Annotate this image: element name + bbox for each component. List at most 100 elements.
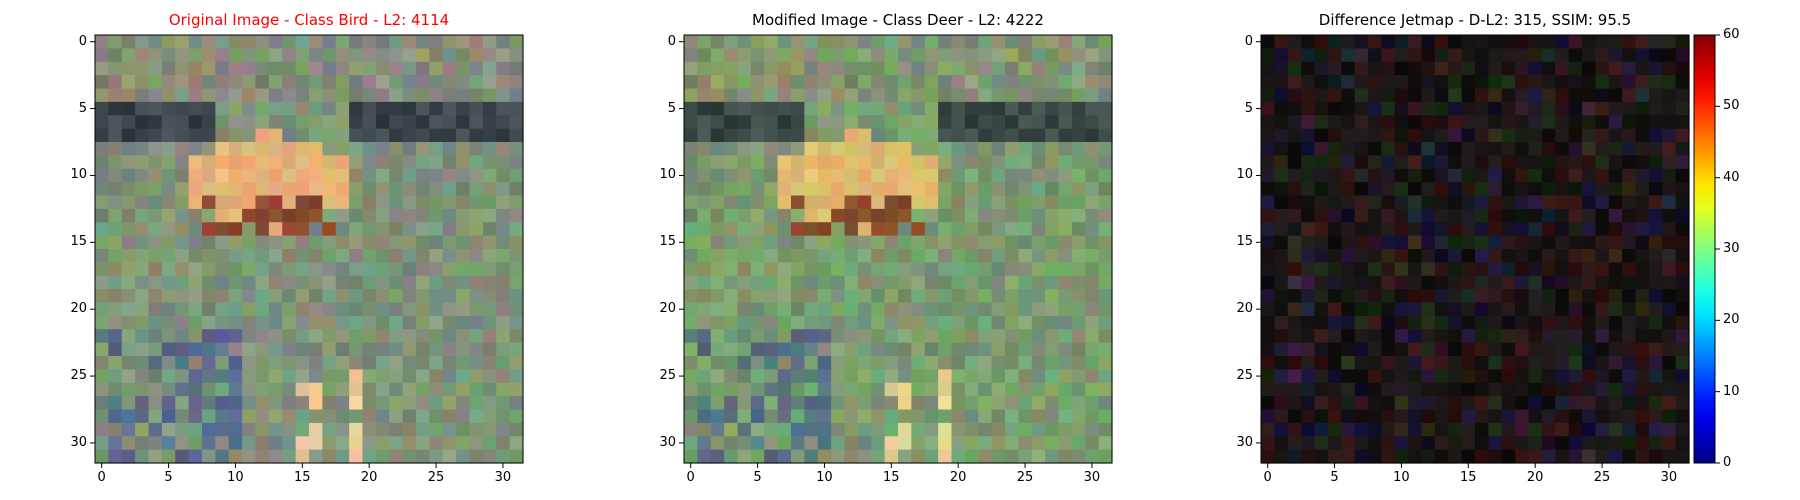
image-pixel	[750, 115, 765, 130]
image-pixel	[509, 409, 524, 424]
image-pixel	[95, 449, 109, 464]
image-pixel	[135, 101, 150, 116]
image-pixel	[175, 356, 190, 370]
image-pixel	[750, 315, 765, 330]
image-pixel	[389, 195, 404, 210]
image-pixel	[1622, 275, 1637, 290]
image-pixel	[884, 329, 899, 344]
image-pixel	[242, 275, 257, 290]
image-pixel	[1058, 208, 1073, 223]
image-pixel	[402, 436, 417, 451]
image-pixel	[469, 61, 484, 76]
image-pixel	[375, 436, 390, 451]
image-pixel	[1528, 329, 1543, 344]
image-pixel	[255, 382, 270, 397]
image-pixel	[456, 422, 471, 437]
image-pixel	[1501, 195, 1516, 210]
image-pixel	[215, 235, 230, 250]
image-pixel	[1541, 315, 1556, 330]
image-pixel	[978, 155, 993, 170]
image-pixel	[1098, 128, 1113, 143]
image-pixel	[938, 35, 953, 49]
image-pixel	[978, 422, 993, 437]
image-pixel	[724, 88, 739, 103]
image-pixel	[282, 382, 297, 397]
image-pixel	[95, 409, 109, 424]
image-pixel	[482, 409, 497, 424]
image-pixel	[416, 35, 430, 49]
image-pixel	[402, 128, 417, 143]
x-tick-label: 15	[294, 470, 311, 485]
image-pixel	[1475, 115, 1489, 130]
image-pixel	[1301, 208, 1316, 223]
image-pixel	[456, 195, 471, 210]
image-pixel	[1274, 342, 1289, 357]
image-pixel	[335, 48, 350, 63]
image-pixel	[402, 235, 417, 250]
image-pixel	[951, 208, 966, 223]
image-pixel	[1555, 235, 1570, 250]
image-pixel	[978, 168, 993, 183]
image-pixel	[750, 436, 765, 451]
image-pixel	[1488, 315, 1503, 330]
image-pixel	[1341, 88, 1356, 103]
image-pixel	[1608, 329, 1623, 344]
image-pixel	[737, 275, 752, 290]
image-pixel	[1381, 48, 1396, 63]
image-pixel	[215, 101, 230, 116]
image-pixel	[1274, 182, 1289, 197]
image-pixel	[938, 436, 953, 451]
image-pixel	[1408, 208, 1423, 223]
image-pixel	[188, 382, 203, 397]
image-pixel	[724, 409, 739, 424]
image-pixel	[309, 409, 323, 424]
image-pixel	[188, 422, 203, 437]
image-pixel	[456, 208, 471, 223]
image-pixel	[991, 35, 1006, 49]
image-pixel	[1461, 75, 1476, 90]
image-pixel	[1434, 128, 1449, 143]
image-pixel	[1354, 75, 1369, 90]
image-pixel	[442, 101, 457, 116]
image-pixel	[175, 289, 190, 304]
image-pixel	[1354, 168, 1369, 183]
image-pixel	[817, 302, 832, 317]
image-pixel	[1675, 182, 1690, 197]
image-pixel	[375, 382, 390, 397]
image-pixel	[817, 449, 832, 464]
image-pixel	[1408, 101, 1423, 116]
image-pixel	[1475, 369, 1489, 384]
image-pixel	[951, 235, 966, 250]
image-pixel	[791, 35, 805, 49]
image-pixel	[1541, 302, 1556, 317]
image-pixel	[482, 262, 497, 277]
image-pixel	[1501, 182, 1516, 197]
image-pixel	[202, 222, 216, 237]
image-pixel	[215, 128, 230, 143]
image-pixel	[228, 128, 243, 143]
image-pixel	[724, 195, 739, 210]
image-pixel	[844, 208, 859, 223]
image-pixel	[509, 382, 524, 397]
image-pixel	[228, 302, 243, 317]
image-pixel	[161, 182, 176, 197]
image-pixel	[1301, 142, 1316, 156]
image-pixel	[295, 128, 310, 143]
image-pixel	[1071, 142, 1086, 156]
image-pixel	[1408, 289, 1423, 304]
image-pixel	[951, 315, 966, 330]
image-pixel	[1274, 235, 1289, 250]
image-pixel	[202, 155, 216, 170]
image-pixel	[1648, 329, 1663, 344]
image-pixel	[1085, 449, 1100, 464]
image-pixel	[1381, 369, 1396, 384]
image-pixel	[135, 409, 150, 424]
image-pixel	[1515, 409, 1530, 424]
image-pixel	[710, 356, 725, 370]
image-pixel	[1608, 142, 1623, 156]
image-pixel	[1608, 262, 1623, 277]
colorbar-tick-label: 20	[1723, 312, 1740, 328]
image-pixel	[1528, 61, 1543, 76]
image-pixel	[1098, 168, 1113, 183]
image-pixel	[938, 249, 953, 263]
